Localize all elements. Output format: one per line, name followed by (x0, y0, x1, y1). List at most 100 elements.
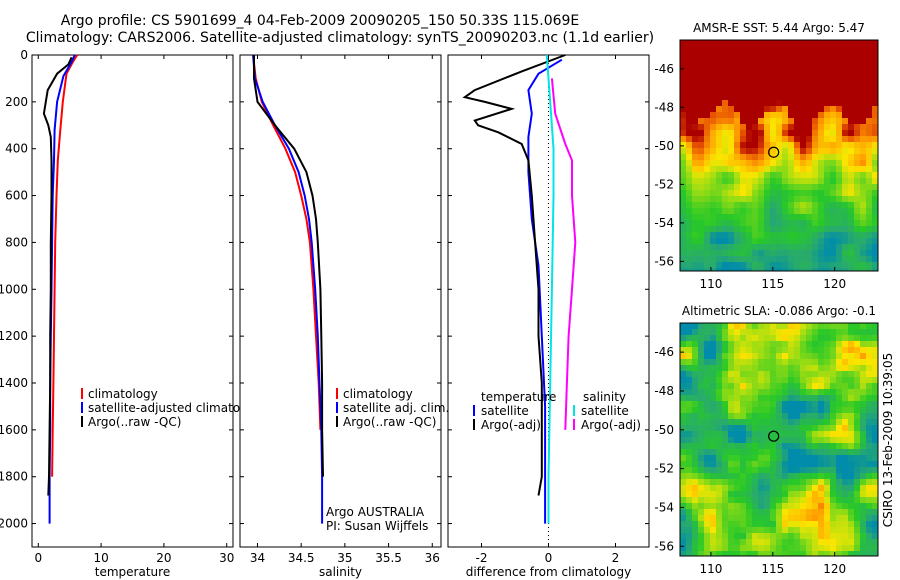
sst-field-cell (710, 238, 716, 244)
sst-field-cell (752, 238, 758, 244)
sst-field-cell (860, 130, 866, 136)
sst-field-cell (848, 208, 854, 214)
sla-field-cell (788, 395, 794, 401)
sst-field-cell (764, 268, 770, 271)
sst-field-cell (794, 142, 800, 148)
sst-field-cell (776, 70, 782, 76)
sla-field-cell (710, 353, 716, 359)
sst-field-cell (788, 220, 794, 226)
sla-field-cell (794, 365, 800, 371)
sst-field-cell (782, 118, 788, 124)
sla-field-cell (758, 401, 764, 407)
sla-field-cell (770, 497, 776, 503)
sla-field-cell (728, 413, 734, 419)
sla-field-cell (812, 497, 818, 503)
sla-field-cell (770, 515, 776, 521)
sst-field-cell (848, 112, 854, 118)
sla-field-cell (770, 461, 776, 467)
sst-field-cell (830, 190, 836, 196)
sst-field-cell (698, 244, 704, 250)
sst-field-cell (746, 64, 752, 70)
sla-field-cell (800, 503, 806, 509)
sla-field-cell (872, 497, 878, 503)
sst-field-cell (842, 118, 848, 124)
sla-field-cell (872, 335, 878, 341)
sla-field-cell (836, 389, 842, 395)
sla-field-cell (782, 335, 788, 341)
sst-field-cell (680, 238, 686, 244)
sst-field-cell (818, 40, 824, 46)
sst-field-cell (758, 106, 764, 112)
sst-field-cell (740, 190, 746, 196)
sst-field-cell (860, 52, 866, 58)
sla-field-cell (686, 515, 692, 521)
sst-field-cell (746, 172, 752, 178)
sla-field-cell (824, 353, 830, 359)
sla-field-cell (686, 443, 692, 449)
sst-field-cell (686, 112, 692, 118)
sla-field-cell (770, 503, 776, 509)
sla-field-cell (704, 539, 710, 545)
sst-field-cell (698, 226, 704, 232)
sla-field-cell (734, 431, 740, 437)
sst-field-cell (818, 250, 824, 256)
sla-field-cell (722, 503, 728, 509)
sst-field-cell (782, 232, 788, 238)
sst-field-cell (854, 100, 860, 106)
sst-field-cell (794, 250, 800, 256)
sst-field-cell (734, 118, 740, 124)
sst-field-cell (830, 172, 836, 178)
sla-field-cell (824, 521, 830, 527)
sst-field-cell (800, 40, 806, 46)
sla-field-cell (692, 503, 698, 509)
sla-field-cell (692, 389, 698, 395)
sla-field-cell (806, 443, 812, 449)
sst-field-cell (728, 118, 734, 124)
sst-field-cell (818, 172, 824, 178)
sla-field-cell (788, 365, 794, 371)
sla-field-cell (698, 347, 704, 353)
sla-field-cell (734, 515, 740, 521)
sst-field-cell (680, 160, 686, 166)
sla-field-cell (824, 377, 830, 383)
sst-field-cell (836, 124, 842, 130)
sst-field-cell (692, 58, 698, 64)
sla-field-cell (818, 407, 824, 413)
sla-field-cell (800, 341, 806, 347)
sst-field-cell (854, 118, 860, 124)
sla-field-cell (824, 545, 830, 551)
sla-field-cell (800, 545, 806, 551)
sst-field-cell (680, 208, 686, 214)
sst-field-cell (686, 154, 692, 160)
sst-field-cell (788, 226, 794, 232)
sst-field-cell (746, 106, 752, 112)
sst-field-cell (848, 58, 854, 64)
sla-field-cell (824, 341, 830, 347)
sst-field-cell (848, 106, 854, 112)
sla-field-cell (788, 515, 794, 521)
sst-field-cell (686, 256, 692, 262)
sst-field-cell (770, 196, 776, 202)
sla-field-cell (782, 527, 788, 533)
sla-field-cell (824, 335, 830, 341)
sla-field-cell (836, 467, 842, 473)
sst-field-cell (842, 82, 848, 88)
sla-field-cell (788, 419, 794, 425)
sst-field-cell (746, 58, 752, 64)
sla-field-cell (836, 449, 842, 455)
sla-field-cell (824, 467, 830, 473)
sst-field-cell (680, 250, 686, 256)
sla-field-cell (734, 419, 740, 425)
sla-field-cell (854, 461, 860, 467)
sst-field-cell (734, 178, 740, 184)
sst-field-cell (722, 220, 728, 226)
sla-field-cell (692, 359, 698, 365)
sla-field-cell (812, 407, 818, 413)
sst-field-cell (776, 58, 782, 64)
sla-field-cell (716, 443, 722, 449)
sst-field-cell (692, 232, 698, 238)
sst-field-cell (848, 268, 854, 271)
sst-field-cell (704, 184, 710, 190)
sst-field-cell (836, 202, 842, 208)
sla-field-cell (866, 329, 872, 335)
